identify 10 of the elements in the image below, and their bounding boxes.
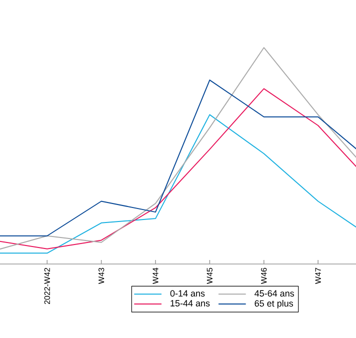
legend-label: 45-64 ans [254,290,294,297]
x-tick-label: 2022-W42 [44,268,50,304]
legend-label: 15-44 ans [170,300,210,306]
legend-label: 0-14 ans [170,290,205,297]
x-tick-label: W47 [315,268,321,284]
x-tick-label: W43 [98,268,104,284]
x-tick-label: W44 [152,268,158,284]
x-tick-label: W46 [261,268,267,284]
legend-label: 65 et plus [254,300,294,308]
x-tick-label: W45 [206,268,212,284]
